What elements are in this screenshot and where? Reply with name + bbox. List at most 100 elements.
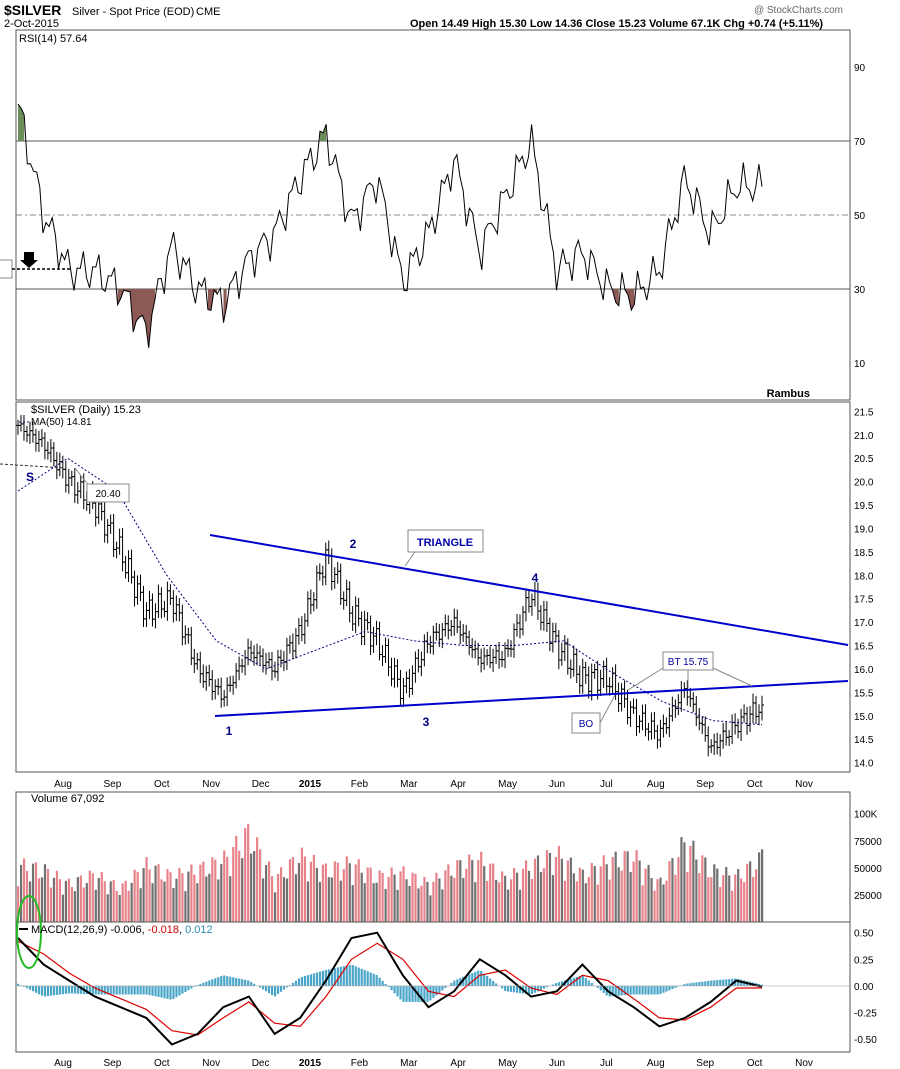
volume-bar [743, 882, 746, 922]
volume-tick-label: 50000 [854, 864, 882, 875]
price-bar [512, 623, 516, 658]
volume-bar [692, 840, 695, 922]
price-bar [332, 567, 337, 589]
price-bar [395, 659, 400, 688]
histogram-bar [288, 985, 292, 986]
price-bar [207, 664, 212, 687]
price-bar [159, 587, 164, 619]
price-bar [290, 633, 295, 660]
price-bar [610, 667, 615, 695]
histogram-bar [112, 985, 115, 995]
price-bar [120, 527, 125, 572]
histogram-bar [142, 985, 145, 995]
volume-bar [94, 889, 97, 922]
histogram-bar [235, 977, 238, 986]
price-bar [431, 625, 436, 655]
volume-bar [178, 867, 181, 922]
histogram-bar [465, 975, 468, 986]
volume-bar [698, 873, 701, 922]
histogram-bar [438, 985, 441, 993]
volume-bar [253, 851, 256, 922]
volume-bar [205, 876, 208, 922]
price-bar [24, 425, 29, 443]
x-tick-label: Oct [747, 779, 763, 790]
volume-bar [297, 863, 301, 922]
histogram-bar [202, 982, 205, 986]
price-bar [449, 619, 454, 637]
price-bar [544, 601, 549, 632]
histogram-bar [37, 985, 41, 995]
histogram-bar [139, 985, 142, 995]
histogram-bar [100, 985, 103, 995]
volume-bar [722, 875, 725, 922]
price-bar [386, 638, 391, 677]
macd-tick-label: 0.50 [854, 929, 874, 940]
volume-bar [411, 872, 414, 922]
histogram-bar [495, 983, 498, 986]
histogram-bar [722, 979, 725, 986]
volume-bar [214, 859, 217, 922]
price-bar [467, 630, 472, 656]
volume-legend: Volume 67,092 [31, 793, 104, 805]
histogram-bar [244, 979, 247, 986]
price-bar [583, 661, 588, 684]
histogram-bar [504, 985, 507, 991]
rsi-line [17, 103, 763, 348]
price-bar [712, 733, 717, 756]
price-bar [553, 622, 558, 643]
histogram-bar [64, 985, 68, 994]
histogram-bar [133, 985, 136, 995]
volume-bar [79, 875, 82, 922]
price-bar [416, 648, 421, 673]
histogram-bar [423, 985, 426, 1002]
volume-bar [17, 886, 20, 922]
volume-bar [262, 878, 265, 922]
point-3-label: 3 [423, 715, 430, 729]
volume-bar [423, 877, 426, 922]
volume-bar [285, 878, 289, 922]
volume-bar [148, 869, 151, 922]
price-bar [344, 579, 349, 607]
volume-bar [103, 881, 106, 922]
price-bar [222, 690, 227, 707]
histogram-bar [369, 972, 372, 986]
price-bar [664, 717, 669, 735]
rsi-annotation: Rambus [767, 388, 810, 400]
macd-panel-frame [15, 921, 851, 1053]
volume-bar [518, 889, 522, 922]
price-bar [401, 677, 406, 708]
volume-bar [447, 864, 450, 922]
volume-bar [674, 874, 677, 922]
volume-bar [43, 864, 47, 922]
volume-bar [429, 895, 432, 922]
histogram-bar [187, 985, 190, 991]
volume-bar [510, 879, 513, 922]
rsi-oversold-fill [117, 289, 155, 348]
price-bar [404, 671, 409, 694]
histogram-bar [399, 985, 402, 1000]
volume-bar [725, 866, 728, 922]
price-bar [428, 635, 433, 654]
volume-bar [166, 869, 169, 922]
price-bar [628, 701, 633, 727]
volume-bar [97, 877, 100, 922]
histogram-bar [303, 976, 307, 986]
volume-bar [737, 869, 740, 922]
volume-bar [229, 876, 232, 922]
volume-bar [357, 859, 360, 922]
volume-bar [614, 851, 617, 922]
volume-bar [704, 857, 707, 922]
histogram-bar [656, 985, 659, 995]
point-2-label: 2 [350, 537, 357, 551]
price-bar [538, 605, 543, 631]
histogram-bar [17, 983, 20, 986]
price-bar [326, 540, 331, 565]
x-tick-label: 2015 [299, 779, 322, 790]
histogram-bar [253, 983, 256, 986]
x-tick-label: Aug [647, 779, 665, 790]
price-bar [105, 519, 110, 544]
volume-bar [300, 847, 304, 922]
volume-bar [477, 860, 480, 922]
volume-bar [100, 872, 103, 922]
price-bar [470, 638, 475, 658]
